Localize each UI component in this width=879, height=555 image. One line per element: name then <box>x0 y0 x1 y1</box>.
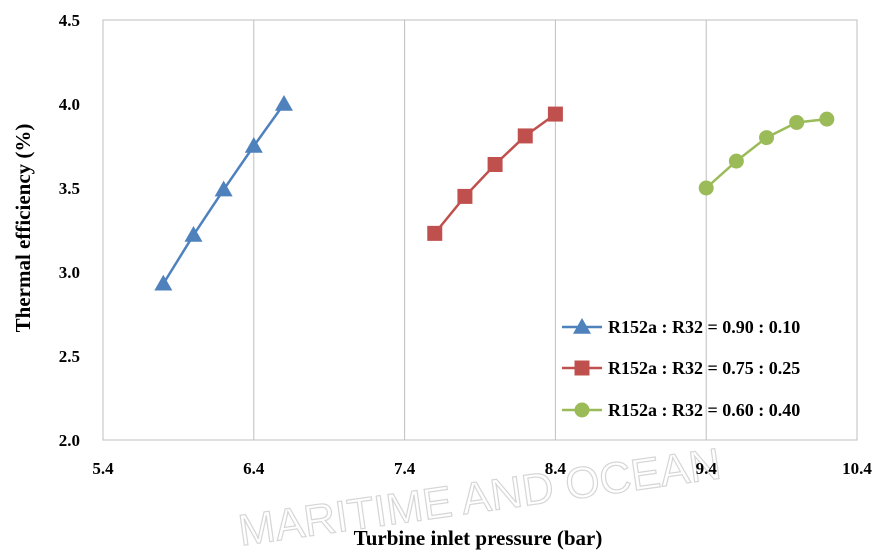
y-tick-label: 2.5 <box>59 347 80 366</box>
legend-entry: R152a : R32 = 0.75 : 0.25 <box>562 358 800 378</box>
legend-entry: R152a : R32 = 0.90 : 0.10 <box>562 317 800 337</box>
data-point <box>517 128 533 144</box>
data-point <box>214 180 233 197</box>
x-tick-label: 7.4 <box>394 459 416 478</box>
plot-area <box>102 19 858 441</box>
data-point <box>487 156 503 172</box>
y-tick-label: 2.0 <box>59 431 80 450</box>
series-3 <box>698 111 835 196</box>
x-axis-title: Turbine inlet pressure (bar) <box>354 526 603 550</box>
legend-entry: R152a : R32 = 0.60 : 0.40 <box>562 400 800 420</box>
data-point <box>244 137 263 153</box>
data-point <box>274 95 293 111</box>
series <box>154 95 835 291</box>
plot-border <box>102 19 858 441</box>
x-tick-label: 8.4 <box>545 459 567 478</box>
data-point <box>154 274 173 291</box>
x-axis-ticks: 5.4 6.4 7.4 8.4 9.4 10.4 <box>92 459 872 478</box>
data-point <box>547 106 563 122</box>
x-tick-label: 10.4 <box>842 459 872 478</box>
x-tick-label: 5.4 <box>92 459 114 478</box>
y-tick-label: 3.5 <box>59 179 80 198</box>
legend-label: R152a : R32 = 0.90 : 0.10 <box>608 317 800 337</box>
legend-marker <box>574 402 590 418</box>
data-point <box>728 153 744 169</box>
x-tick-label: 6.4 <box>243 459 265 478</box>
y-axis-ticks: 2.0 2.5 3.0 3.5 4.0 4.5 <box>59 11 80 450</box>
data-point <box>789 114 805 130</box>
x-tick-label: 9.4 <box>696 459 718 478</box>
y-tick-label: 3.0 <box>59 263 80 282</box>
data-point <box>819 111 835 127</box>
legend-marker <box>574 360 590 376</box>
data-point <box>457 188 473 204</box>
grid <box>253 20 707 440</box>
data-point <box>759 130 775 146</box>
y-tick-label: 4.0 <box>59 95 80 114</box>
data-point <box>427 225 443 241</box>
y-axis-title: Thermal efficiency (%) <box>11 124 35 333</box>
data-point <box>698 180 714 196</box>
legend-marker <box>573 318 591 334</box>
series-2 <box>427 106 563 241</box>
series-1 <box>154 95 293 291</box>
data-point <box>184 226 203 242</box>
y-tick-label: 4.5 <box>59 11 80 30</box>
legend-label: R152a : R32 = 0.75 : 0.25 <box>608 358 800 378</box>
legend: R152a : R32 = 0.90 : 0.10 R152a : R32 = 0… <box>562 317 800 420</box>
legend-label: R152a : R32 = 0.60 : 0.40 <box>608 400 800 420</box>
